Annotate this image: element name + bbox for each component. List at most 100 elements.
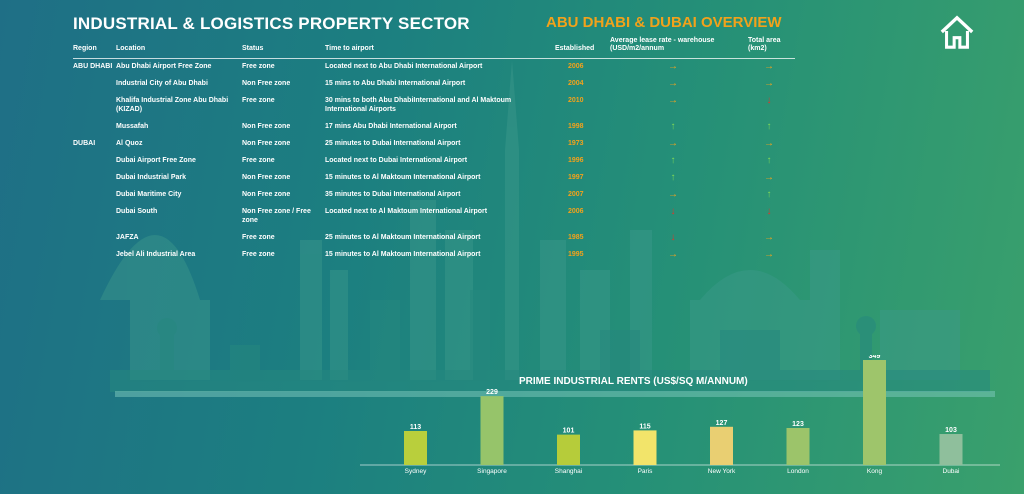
established-cell: 2010 xyxy=(568,97,584,104)
bar-new-york xyxy=(710,426,733,465)
area-trend-icon: → xyxy=(764,138,774,149)
area-trend-icon: ↑ xyxy=(766,189,772,200)
status-cell: Non Free zone xyxy=(242,80,291,87)
status-cell: Non Free zone xyxy=(242,191,291,198)
established-cell: 2006 xyxy=(568,208,584,215)
time-cell: 15 mins to Abu Dhabi International Airpo… xyxy=(325,80,466,87)
area-trend-icon: ↓ xyxy=(766,206,772,217)
column-header-established: Established xyxy=(555,45,595,52)
data-label: 229 xyxy=(486,389,498,396)
time-cell: Located next to Al Maktoum International… xyxy=(325,208,488,215)
bar-singapore xyxy=(480,396,504,465)
area-trend-icon: → xyxy=(764,61,774,72)
status-cell: Non Free zone xyxy=(242,140,291,147)
lease-trend-icon: ↑ xyxy=(670,155,676,166)
column-header-time: Time to airport xyxy=(325,45,374,52)
bar-shanghai xyxy=(557,434,580,465)
status-cell: Free zone xyxy=(242,97,275,104)
time-cell: 30 mins to both Abu DhabiInternational a… xyxy=(325,97,512,113)
lease-trend-icon: ↑ xyxy=(670,172,676,183)
lease-trend-icon: → xyxy=(668,138,678,149)
column-header-region: Region xyxy=(73,45,97,52)
established-cell: 1998 xyxy=(568,123,584,130)
region-cell: DUBAI xyxy=(73,140,96,147)
time-cell: Located next to Dubai International Airp… xyxy=(325,157,468,164)
area-trend-icon: → xyxy=(764,78,774,89)
data-label: 115 xyxy=(639,423,650,430)
status-cell: Free zone xyxy=(242,234,275,241)
bar-dubai xyxy=(939,434,963,465)
column-header-status: Status xyxy=(242,45,264,52)
area-trend-icon: → xyxy=(764,232,774,243)
location-cell: Al Quoz xyxy=(116,140,143,147)
home-icon[interactable] xyxy=(938,13,976,51)
rents-bar-chart: 113 Sydney 229 Singapore 101 Shanghai 115 Paris… xyxy=(360,355,1000,475)
column-header-area: Total area (km2) xyxy=(748,37,781,52)
status-cell: Non Free zone xyxy=(242,174,291,181)
area-trend-icon: → xyxy=(764,249,774,260)
location-cell: Dubai Airport Free Zone xyxy=(116,157,196,164)
location-cell: Dubai Maritime City xyxy=(116,191,182,198)
page-title: INDUSTRIAL & LOGISTICS PROPERTY SECTOR xyxy=(73,14,470,33)
bar-sydney xyxy=(404,431,427,465)
data-label: 127 xyxy=(716,420,728,427)
category-label: Sydney xyxy=(405,468,427,475)
category-label: New York xyxy=(708,468,736,475)
time-cell: 25 minutes to Dubai International Airpor… xyxy=(325,140,461,147)
chart-title: PRIME INDUSTRIAL RENTS (US$/SQ M/ANNUM) xyxy=(519,376,748,387)
category-label: Shanghai xyxy=(555,468,582,475)
column-header-lease: Average lease rate - warehouse (USD/m2/a… xyxy=(610,37,715,52)
time-cell: Located next to Abu Dhabi International … xyxy=(325,63,483,70)
category-label: Singapore xyxy=(477,468,507,475)
location-cell: Dubai Industrial Park xyxy=(116,174,187,181)
location-cell: JAFZA xyxy=(116,234,139,241)
overview-title: ABU DHABI & DUBAI OVERVIEW xyxy=(546,14,782,31)
location-cell: Jebel Ali Industrial Area xyxy=(116,251,196,258)
established-cell: 1985 xyxy=(568,234,584,241)
category-label: Paris xyxy=(638,468,654,475)
time-cell: 15 minutes to Al Maktoum International A… xyxy=(325,174,481,181)
header-divider xyxy=(73,58,795,59)
established-cell: 2007 xyxy=(568,191,584,198)
time-cell: 15 minutes to Al Maktoum International A… xyxy=(325,251,481,258)
established-cell: 1996 xyxy=(568,157,584,164)
status-cell: Non Free zone / Free zone xyxy=(242,208,311,224)
data-label: 101 xyxy=(563,428,575,435)
time-cell: 25 minutes to Al Maktoum International A… xyxy=(325,234,481,241)
lease-trend-icon: ↓ xyxy=(670,206,676,217)
category-label: Kong xyxy=(867,468,883,475)
time-cell: 35 minutes to Dubai International Airpor… xyxy=(325,191,461,198)
bar-paris xyxy=(633,430,657,465)
area-trend-icon: ↑ xyxy=(766,121,772,132)
data-label: 349 xyxy=(869,355,881,360)
data-label: 113 xyxy=(410,424,421,431)
established-cell: 2004 xyxy=(568,80,584,87)
status-cell: Non Free zone xyxy=(242,123,291,130)
time-cell: 17 mins Abu Dhabi International Airport xyxy=(325,123,457,130)
location-cell: Khalifa Industrial Zone Abu Dhabi (KIZAD… xyxy=(116,97,229,113)
area-trend-icon: → xyxy=(764,172,774,183)
status-cell: Free zone xyxy=(242,251,275,258)
data-label: 103 xyxy=(945,427,957,434)
established-cell: 2006 xyxy=(568,63,584,70)
location-cell: Industrial City of Abu Dhabi xyxy=(116,80,208,87)
column-header-location: Location xyxy=(116,45,146,52)
lease-trend-icon: → xyxy=(668,95,678,106)
lease-trend-icon: ↑ xyxy=(670,121,676,132)
lease-trend-icon: → xyxy=(668,61,678,72)
category-label: London xyxy=(787,468,809,475)
established-cell: 1997 xyxy=(568,174,584,181)
established-cell: 1973 xyxy=(568,140,584,147)
data-label: 123 xyxy=(792,421,804,428)
lease-trend-icon: → xyxy=(668,78,678,89)
location-cell: Mussafah xyxy=(116,123,149,130)
area-trend-icon: ↓ xyxy=(766,95,772,106)
lease-trend-icon: → xyxy=(668,189,678,200)
area-trend-icon: ↑ xyxy=(766,155,772,166)
lease-trend-icon: ↓ xyxy=(670,232,676,243)
location-cell: Abu Dhabi Airport Free Zone xyxy=(116,63,212,70)
bar-kong xyxy=(863,360,886,465)
status-cell: Free zone xyxy=(242,63,275,70)
lease-trend-icon: → xyxy=(668,249,678,260)
